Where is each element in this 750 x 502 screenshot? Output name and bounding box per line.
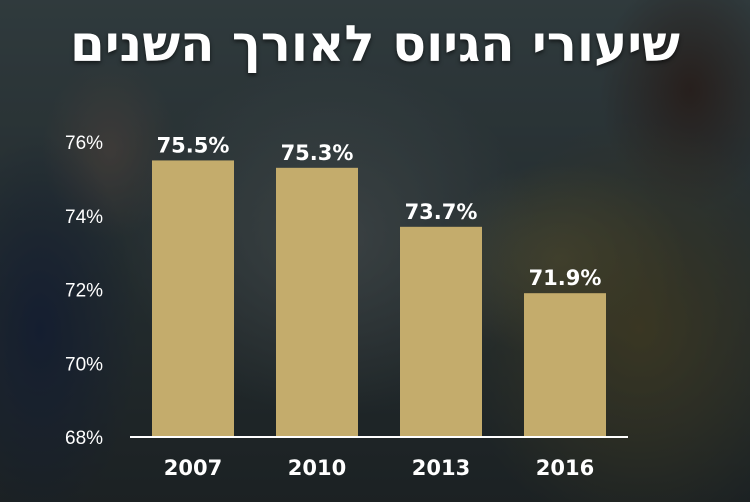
- y-tick-label: 76%: [65, 133, 103, 154]
- x-tick-label: 2013: [412, 456, 470, 480]
- bars: 75.5% 75.3% 73.7% 71.9%: [152, 133, 606, 437]
- chart-title: שיעורי הגיוס לאורך השנים: [70, 15, 680, 73]
- y-tick-label: 70%: [65, 354, 103, 375]
- bar: [400, 226, 482, 437]
- bar: [276, 167, 358, 437]
- bar-value-label: 71.9%: [529, 266, 602, 290]
- y-tick-label: 68%: [65, 428, 103, 449]
- bar-value-label: 75.3%: [281, 141, 354, 165]
- y-tick-label: 72%: [65, 281, 103, 302]
- bar-value-label: 73.7%: [405, 200, 478, 224]
- x-tick-label: 2016: [536, 456, 594, 480]
- bar-value-label: 75.5%: [157, 133, 230, 157]
- bar: [152, 160, 234, 437]
- x-tick-label: 2010: [288, 456, 346, 480]
- y-axis-ticks: 68% 70% 72% 74% 76%: [65, 133, 103, 449]
- y-tick-label: 74%: [65, 207, 103, 228]
- x-axis-labels: 2007 2010 2013 2016: [164, 456, 594, 480]
- x-tick-label: 2007: [164, 456, 222, 480]
- bar: [524, 293, 606, 437]
